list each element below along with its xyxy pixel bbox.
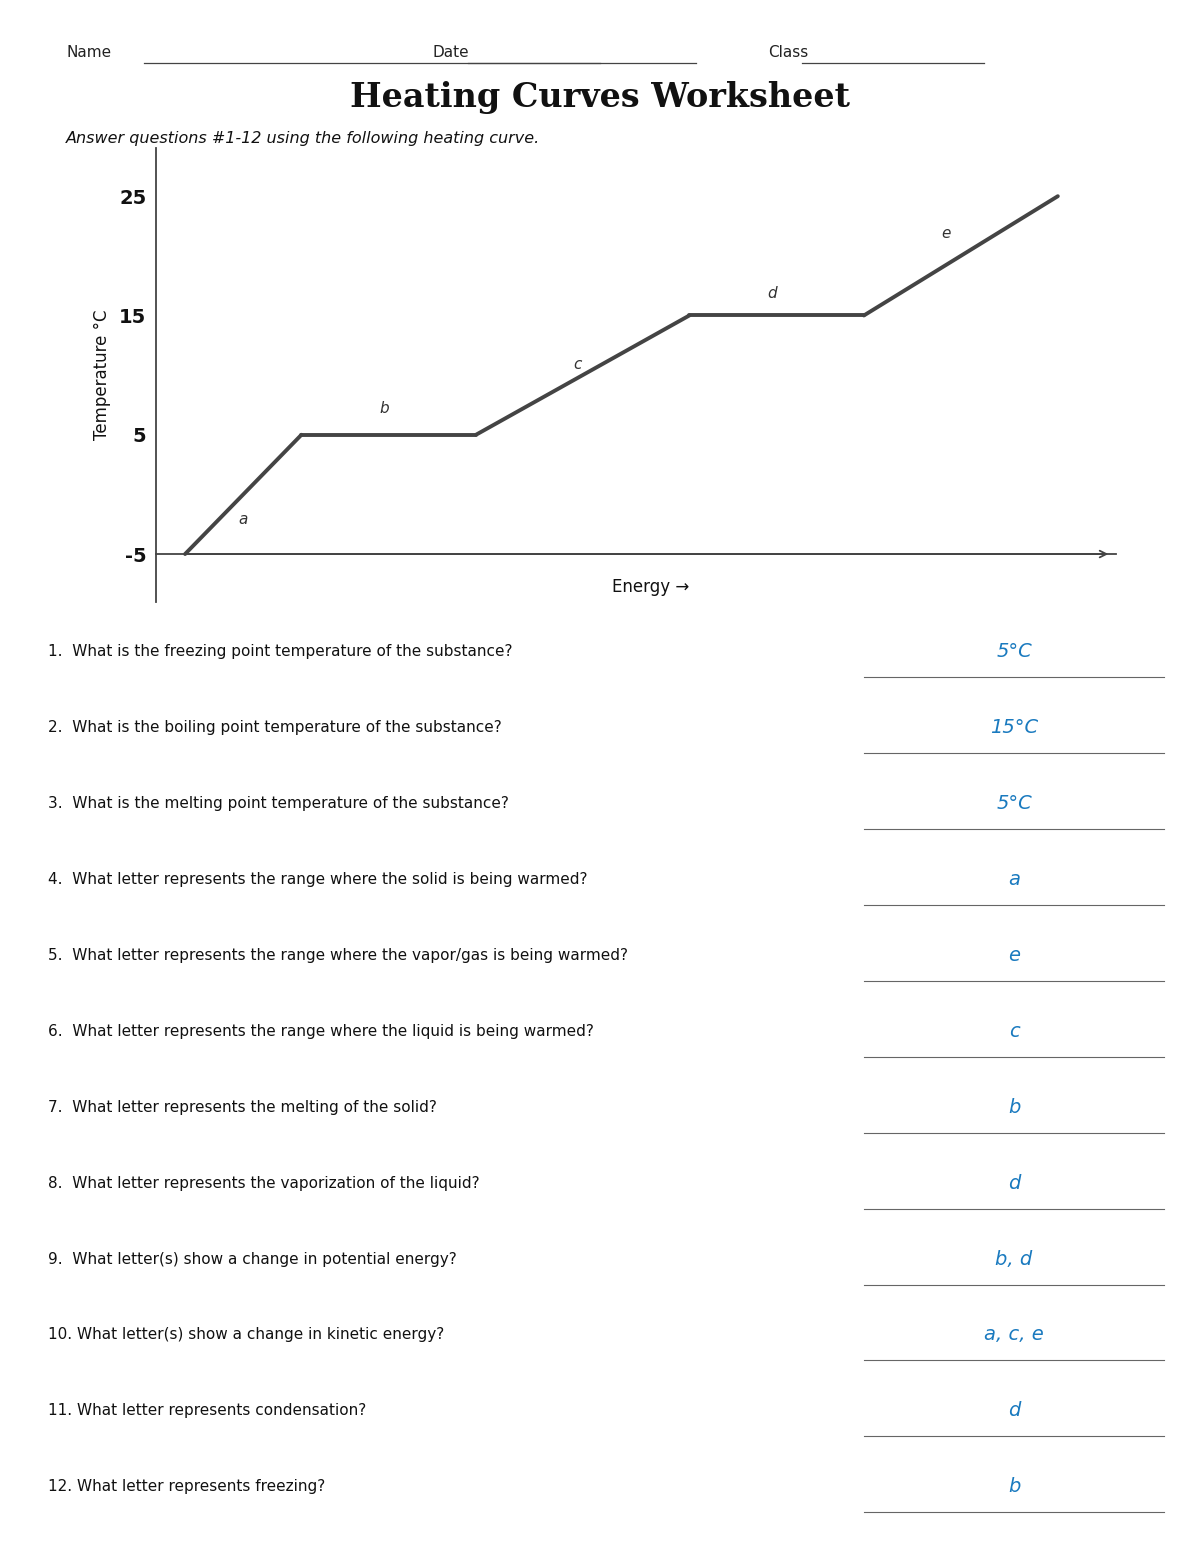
- Text: b: b: [379, 402, 389, 416]
- Text: 5°C: 5°C: [996, 794, 1032, 813]
- Text: 5.  What letter represents the range where the vapor/gas is being warmed?: 5. What letter represents the range wher…: [48, 947, 628, 963]
- Text: 5°C: 5°C: [996, 642, 1032, 661]
- Text: d: d: [767, 286, 776, 300]
- Text: Heating Curves Worksheet: Heating Curves Worksheet: [350, 81, 850, 114]
- Text: Name: Name: [66, 45, 112, 61]
- Text: 11. What letter represents condensation?: 11. What letter represents condensation?: [48, 1404, 366, 1418]
- Text: 15°C: 15°C: [990, 717, 1038, 738]
- Y-axis label: Temperature °C: Temperature °C: [92, 309, 110, 441]
- Text: b, d: b, d: [995, 1249, 1033, 1269]
- Text: 4.  What letter represents the range where the solid is being warmed?: 4. What letter represents the range wher…: [48, 872, 588, 886]
- Text: 12. What letter represents freezing?: 12. What letter represents freezing?: [48, 1479, 325, 1494]
- Text: 9.  What letter(s) show a change in potential energy?: 9. What letter(s) show a change in poten…: [48, 1252, 457, 1266]
- Text: Date: Date: [432, 45, 469, 61]
- Text: e: e: [1008, 946, 1020, 964]
- Text: 2.  What is the boiling point temperature of the substance?: 2. What is the boiling point temperature…: [48, 721, 502, 735]
- Text: b: b: [1008, 1477, 1020, 1496]
- Text: c: c: [1009, 1022, 1019, 1041]
- Text: d: d: [1008, 1174, 1020, 1193]
- Text: 8.  What letter represents the vaporization of the liquid?: 8. What letter represents the vaporizati…: [48, 1175, 480, 1191]
- Text: Class: Class: [768, 45, 809, 61]
- Text: c: c: [572, 358, 581, 372]
- Text: Energy →: Energy →: [612, 578, 689, 597]
- Text: a: a: [1008, 871, 1020, 889]
- Text: d: d: [1008, 1402, 1020, 1421]
- Text: a: a: [239, 513, 247, 527]
- Text: 7.  What letter represents the melting of the solid?: 7. What letter represents the melting of…: [48, 1100, 437, 1114]
- Text: Answer questions #1-12 using the following heating curve.: Answer questions #1-12 using the followi…: [66, 131, 540, 147]
- Text: 3.  What is the melting point temperature of the substance?: 3. What is the melting point temperature…: [48, 796, 509, 811]
- Text: a, c, e: a, c, e: [984, 1325, 1044, 1344]
- Text: e: e: [942, 227, 950, 241]
- Text: 6.  What letter represents the range where the liquid is being warmed?: 6. What letter represents the range wher…: [48, 1024, 594, 1039]
- Text: b: b: [1008, 1097, 1020, 1116]
- Text: 1.  What is the freezing point temperature of the substance?: 1. What is the freezing point temperatur…: [48, 644, 512, 660]
- Text: 10. What letter(s) show a change in kinetic energy?: 10. What letter(s) show a change in kine…: [48, 1327, 444, 1343]
